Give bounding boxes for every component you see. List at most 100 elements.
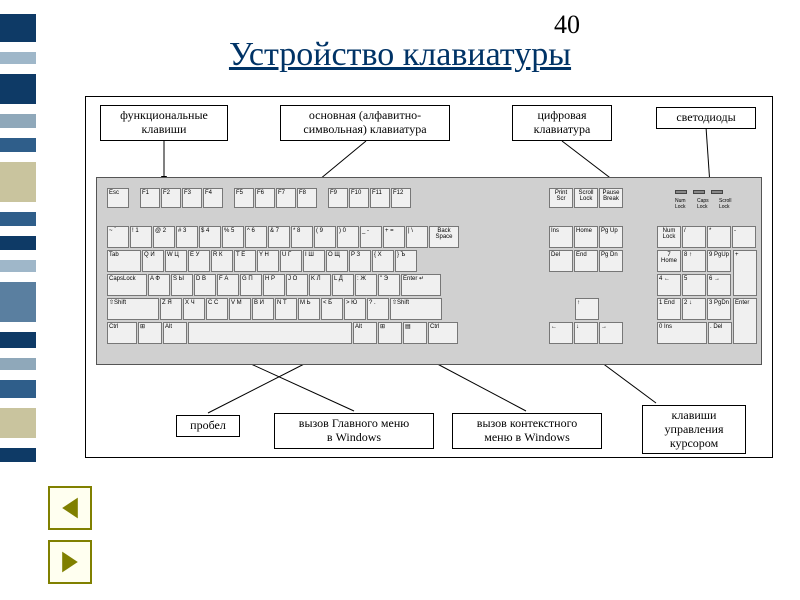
key: Alt xyxy=(353,322,377,344)
key: & 7 xyxy=(268,226,290,248)
key: . Del xyxy=(708,322,732,344)
key: < Б xyxy=(321,298,343,320)
key: Del xyxy=(549,250,573,272)
key: B И xyxy=(252,298,274,320)
label-cursor: клавишиуправлениякурсором xyxy=(642,405,746,454)
key: Ctrl xyxy=(107,322,137,344)
key: * 8 xyxy=(291,226,313,248)
key: H Р xyxy=(263,274,285,296)
key: 3 PgDn xyxy=(707,298,731,320)
key: 0 Ins xyxy=(657,322,707,344)
key: ^ 6 xyxy=(245,226,267,248)
key: M Ь xyxy=(298,298,320,320)
key: + = xyxy=(383,226,405,248)
key: X Ч xyxy=(183,298,205,320)
page-title: Устройство клавиатуры xyxy=(229,36,571,74)
key: F6 xyxy=(255,188,275,208)
key: CapsLock xyxy=(107,274,147,296)
key: C С xyxy=(206,298,228,320)
key: F12 xyxy=(391,188,411,208)
label-func: функциональныеклавиши xyxy=(100,105,228,141)
key: " Э xyxy=(378,274,400,296)
key: F7 xyxy=(276,188,296,208)
key: T Е xyxy=(234,250,256,272)
key: Pg Up xyxy=(599,226,623,248)
key: S Ы xyxy=(171,274,193,296)
key: A Ф xyxy=(148,274,170,296)
key: Ins xyxy=(549,226,573,248)
key: → xyxy=(599,322,623,344)
key: F2 xyxy=(161,188,181,208)
key: Alt xyxy=(163,322,187,344)
key: ⊞ xyxy=(378,322,402,344)
label-context: вызов контекстногоменю в Windows xyxy=(452,413,602,449)
label-winmenu: вызов Главного менюв Windows xyxy=(274,413,434,449)
key: F1 xyxy=(140,188,160,208)
key: Enter ↵ xyxy=(401,274,441,296)
key: ↓ xyxy=(574,322,598,344)
keyboard-body: EscF1F2F3F4F5F6F7F8F9F10F11F12Print ScrS… xyxy=(96,177,762,365)
key: F5 xyxy=(234,188,254,208)
key: F11 xyxy=(370,188,390,208)
key: F10 xyxy=(349,188,369,208)
label-space: пробел xyxy=(176,415,240,437)
key: ⇧Shift xyxy=(390,298,442,320)
key: ) 0 xyxy=(337,226,359,248)
key: Esc xyxy=(107,188,129,208)
key: 7 Home xyxy=(657,250,681,272)
key: Scroll Lock xyxy=(574,188,598,208)
prev-button[interactable] xyxy=(48,486,92,530)
key: Y Н xyxy=(257,250,279,272)
key: U Г xyxy=(280,250,302,272)
key: ⊞ xyxy=(138,322,162,344)
key: 5 xyxy=(682,274,706,296)
key: Q Й xyxy=(142,250,164,272)
key: I Ш xyxy=(303,250,325,272)
key: Home xyxy=(574,226,598,248)
key: J О xyxy=(286,274,308,296)
key: Num Lock xyxy=(657,226,681,248)
key: : Ж xyxy=(355,274,377,296)
key: ? . xyxy=(367,298,389,320)
key: % 5 xyxy=(222,226,244,248)
key: _ - xyxy=(360,226,382,248)
key: O Щ xyxy=(326,250,348,272)
key: K Л xyxy=(309,274,331,296)
label-numpad: цифроваяклавиатура xyxy=(512,105,612,141)
keyboard-diagram: EscF1F2F3F4F5F6F7F8F9F10F11F12Print ScrS… xyxy=(85,96,773,458)
key: * xyxy=(707,226,731,248)
key: } Ъ xyxy=(395,250,417,272)
key: P З xyxy=(349,250,371,272)
key: F4 xyxy=(203,188,223,208)
key: { Х xyxy=(372,250,394,272)
key: / xyxy=(682,226,706,248)
key: Z Я xyxy=(160,298,182,320)
key: 8 ↑ xyxy=(682,250,706,272)
key: Pg Dn xyxy=(599,250,623,272)
key: > Ю xyxy=(344,298,366,320)
key: 1 End xyxy=(657,298,681,320)
key: F3 xyxy=(182,188,202,208)
key: F А xyxy=(217,274,239,296)
key: $ 4 xyxy=(199,226,221,248)
key: Tab xyxy=(107,250,141,272)
key: ~ ` xyxy=(107,226,129,248)
led-indicators xyxy=(675,190,723,194)
key: Pause Break xyxy=(599,188,623,208)
key: L Д xyxy=(332,274,354,296)
key: F8 xyxy=(297,188,317,208)
key: 6 → xyxy=(707,274,731,296)
left-stripe-bar xyxy=(0,0,36,600)
label-leds: светодиоды xyxy=(656,107,756,129)
key: Back Space xyxy=(429,226,459,248)
key: | \ xyxy=(406,226,428,248)
key: 4 ← xyxy=(657,274,681,296)
key: ← xyxy=(549,322,573,344)
key: - xyxy=(732,226,756,248)
key: ( 9 xyxy=(314,226,336,248)
next-button[interactable] xyxy=(48,540,92,584)
key: R К xyxy=(211,250,233,272)
key: # 3 xyxy=(176,226,198,248)
key: Enter xyxy=(733,298,757,344)
key: N Т xyxy=(275,298,297,320)
